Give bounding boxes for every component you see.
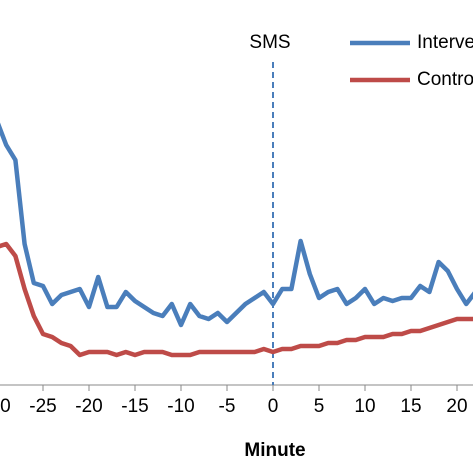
legend-label: Control (417, 69, 473, 90)
annotation: SMS (249, 32, 290, 53)
x-tick-label: -5 (219, 396, 236, 417)
x-tick-label: 15 (400, 396, 421, 417)
x-tick-label: -10 (167, 396, 194, 417)
x-tick-label: 20 (446, 396, 467, 417)
x-axis-label: Minute (244, 440, 305, 461)
x-tick-label: -15 (121, 396, 148, 417)
series-line (0, 241, 473, 358)
x-tick-label: 10 (354, 396, 375, 417)
x-tick-label: -30 (0, 396, 11, 417)
x-tick-label: -25 (29, 396, 56, 417)
legend-label: Intervention (417, 32, 473, 53)
series-line (0, 122, 473, 328)
x-tick-label: 5 (314, 396, 325, 417)
x-tick-label: -20 (75, 396, 102, 417)
x-tick-label: 0 (268, 396, 279, 417)
